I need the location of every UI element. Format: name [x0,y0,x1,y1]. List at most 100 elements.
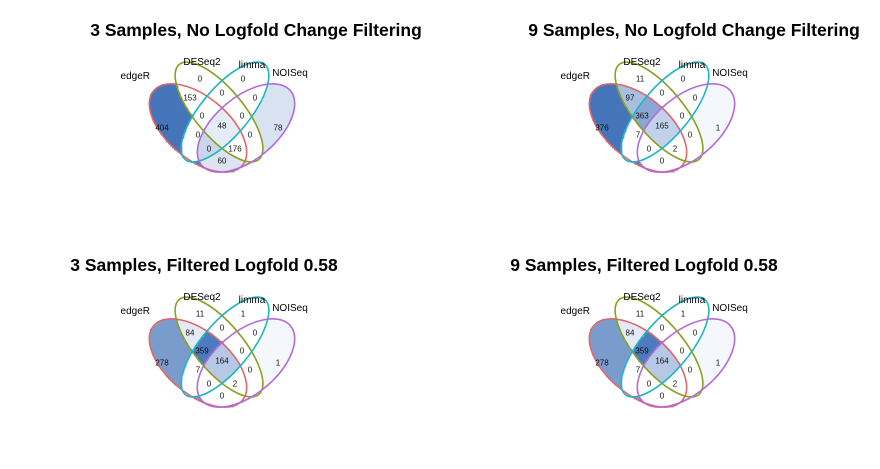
region-count-bd: 0 [688,366,693,375]
region-count-bcd: 0 [240,112,245,121]
region-count-d: 1 [716,359,721,368]
set-label-noiseq: NOISeq [712,303,748,314]
region-count-abcd: 164 [215,357,229,366]
region-count-bc: 0 [660,324,665,333]
region-count-abc: 363 [635,112,649,121]
region-count-bcd: 0 [680,112,685,121]
region-count-c: 1 [241,310,246,319]
region-count-abc: 359 [195,347,209,356]
venn-panel-4: 9 Samples, Filtered Logfold 0.58 edgeR DE… [440,235,880,469]
region-count-c: 0 [681,75,686,84]
region-count-acd: 176 [228,145,242,154]
set-label-noiseq: NOISeq [272,303,308,314]
venn-panel-3: 3 Samples, Filtered Logfold 0.58 edgeR DE… [0,235,440,469]
region-count-b: 0 [198,75,203,84]
region-count-abc: 0 [200,112,205,121]
set-outline-edger [588,82,688,174]
region-count-acd: 2 [673,380,678,389]
region-shading [150,319,295,408]
region-shading [150,84,295,173]
panel-title: 3 Samples, Filtered Logfold 0.58 [70,255,338,275]
set-outline-limma [180,61,270,163]
region-count-abd: 0 [207,145,212,154]
set-outline-noiseq [196,82,296,174]
region-count-ab: 97 [626,94,635,103]
region-count-abd: 0 [647,145,652,154]
region-count-cd: 0 [693,329,698,338]
region-count-abcd: 48 [218,122,227,131]
region-count-d: 1 [276,359,281,368]
set-label-edger: edgeR [121,306,150,317]
region-count-c: 0 [241,75,246,84]
panel-title: 9 Samples, No Logfold Change Filtering [528,20,860,40]
region-count-abcd: 164 [655,357,669,366]
region-count-acd: 2 [673,145,678,154]
region-count-ac: 7 [196,366,201,375]
region-count-bd: 0 [248,131,253,140]
region-count-b: 11 [196,310,205,319]
region-count-ad: 0 [220,392,225,401]
region-count-a: 278 [155,359,169,368]
region-count-d: 1 [716,124,721,133]
region-count-a: 376 [595,124,609,133]
panel-title: 9 Samples, Filtered Logfold 0.58 [510,255,778,275]
set-outline-noiseq [636,82,736,174]
region-count-cd: 0 [253,94,258,103]
region-count-d: 78 [274,124,283,133]
region-count-ac: 0 [196,131,201,140]
venn-panel-1: 3 Samples, No Logfold Change Filtering e… [0,0,440,234]
set-outline-edger [588,317,688,409]
region-count-abcd: 165 [655,122,669,131]
region-count-ab: 84 [626,329,635,338]
region-count-abd: 0 [647,380,652,389]
set-label-limma: limma [239,60,266,71]
set-outline-limma [620,61,710,163]
region-shading [590,84,735,173]
set-outline-limma [620,296,710,398]
region-count-abd: 0 [207,380,212,389]
set-outline-noiseq [196,317,296,409]
region-count-ac: 7 [636,131,641,140]
set-label-limma: limma [679,295,706,306]
set-label-deseq2: DESeq2 [623,292,661,303]
set-label-limma: limma [679,60,706,71]
region-count-c: 1 [681,310,686,319]
set-outline-edger [148,317,248,409]
region-count-a: 404 [155,124,169,133]
region-count-bd: 0 [248,366,253,375]
set-label-edger: edgeR [561,306,590,317]
region-count-ad: 0 [660,392,665,401]
set-label-edger: edgeR [561,71,590,82]
region-count-ab: 153 [183,94,197,103]
region-count-bc: 0 [220,324,225,333]
set-outline-noiseq [636,317,736,409]
set-label-edger: edgeR [121,71,150,82]
set-label-limma: limma [239,295,266,306]
region-count-b: 11 [636,75,645,84]
region-count-bc: 0 [220,89,225,98]
region-count-b: 11 [636,310,645,319]
set-label-noiseq: NOISeq [712,68,748,79]
region-count-ad: 60 [218,157,227,166]
region-count-bcd: 0 [680,347,685,356]
set-outline-edger [148,82,248,174]
region-count-cd: 0 [253,329,258,338]
set-label-deseq2: DESeq2 [623,57,661,68]
region-count-a: 278 [595,359,609,368]
set-label-deseq2: DESeq2 [183,57,221,68]
region-count-abc: 359 [635,347,649,356]
region-count-bcd: 0 [240,347,245,356]
region-count-ab: 84 [186,329,195,338]
set-label-deseq2: DESeq2 [183,292,221,303]
venn-panel-2: 9 Samples, No Logfold Change Filtering e… [440,0,880,234]
set-label-noiseq: NOISeq [272,68,308,79]
region-count-ad: 0 [660,157,665,166]
region-count-acd: 2 [233,380,238,389]
region-count-bd: 0 [688,131,693,140]
panel-title: 3 Samples, No Logfold Change Filtering [90,20,422,40]
set-outline-limma [180,296,270,398]
